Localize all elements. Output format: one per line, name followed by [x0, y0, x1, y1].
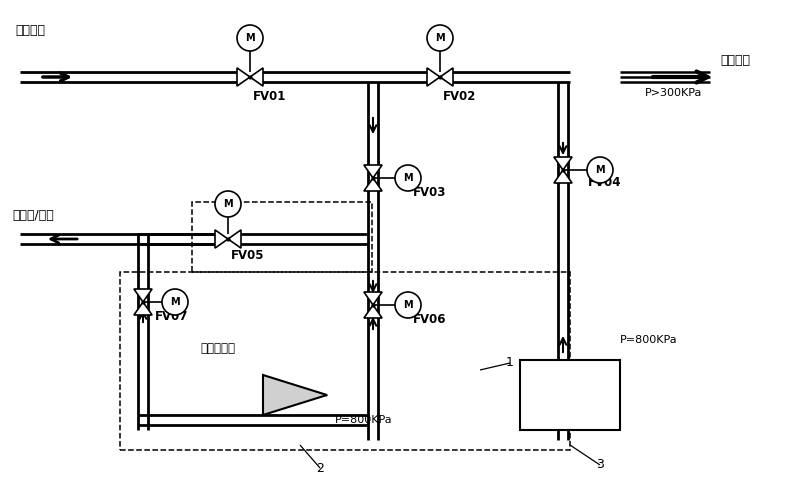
Polygon shape — [554, 170, 572, 183]
Text: 2: 2 — [316, 462, 324, 475]
Text: P=800KPa: P=800KPa — [620, 335, 678, 345]
Text: 主浆入口: 主浆入口 — [720, 53, 750, 66]
Polygon shape — [364, 165, 382, 178]
Circle shape — [162, 289, 188, 315]
Polygon shape — [364, 292, 382, 305]
Text: 搅拌槽/水池: 搅拌槽/水池 — [12, 209, 54, 222]
Polygon shape — [215, 230, 228, 248]
Text: M: M — [435, 33, 445, 43]
Polygon shape — [364, 305, 382, 318]
Text: FV03: FV03 — [413, 186, 446, 199]
Bar — [520, 360, 620, 430]
Circle shape — [427, 25, 453, 51]
Polygon shape — [364, 178, 382, 191]
Text: P=800KPa: P=800KPa — [335, 415, 393, 425]
Polygon shape — [228, 230, 241, 248]
Circle shape — [395, 165, 421, 191]
Text: 陶瓷消能板: 陶瓷消能板 — [200, 341, 235, 354]
Polygon shape — [237, 68, 250, 86]
Text: FV04: FV04 — [588, 176, 622, 189]
Text: M: M — [223, 199, 233, 209]
Text: M: M — [170, 297, 180, 307]
Text: FV02: FV02 — [443, 90, 476, 103]
Text: FV05: FV05 — [231, 249, 265, 262]
Circle shape — [395, 292, 421, 318]
Circle shape — [237, 25, 263, 51]
Polygon shape — [134, 289, 152, 302]
Text: 前级泵站: 前级泵站 — [15, 23, 45, 36]
Text: 3: 3 — [596, 459, 604, 472]
Text: M: M — [245, 33, 255, 43]
Text: 1: 1 — [506, 355, 514, 368]
Text: M: M — [595, 165, 605, 175]
Polygon shape — [263, 375, 327, 415]
Polygon shape — [250, 68, 263, 86]
Text: FV06: FV06 — [413, 313, 446, 326]
Circle shape — [215, 191, 241, 217]
Bar — [192, 202, 372, 272]
Text: M: M — [403, 173, 413, 183]
Text: FV01: FV01 — [253, 90, 286, 103]
Text: FV07: FV07 — [155, 310, 188, 323]
Polygon shape — [554, 157, 572, 170]
Polygon shape — [134, 302, 152, 315]
Circle shape — [587, 157, 613, 183]
Polygon shape — [427, 68, 440, 86]
Bar — [120, 272, 570, 450]
Text: 喷料泵: 喷料泵 — [537, 404, 559, 417]
Polygon shape — [440, 68, 453, 86]
Text: M: M — [403, 300, 413, 310]
Text: P>300KPa: P>300KPa — [645, 88, 702, 98]
